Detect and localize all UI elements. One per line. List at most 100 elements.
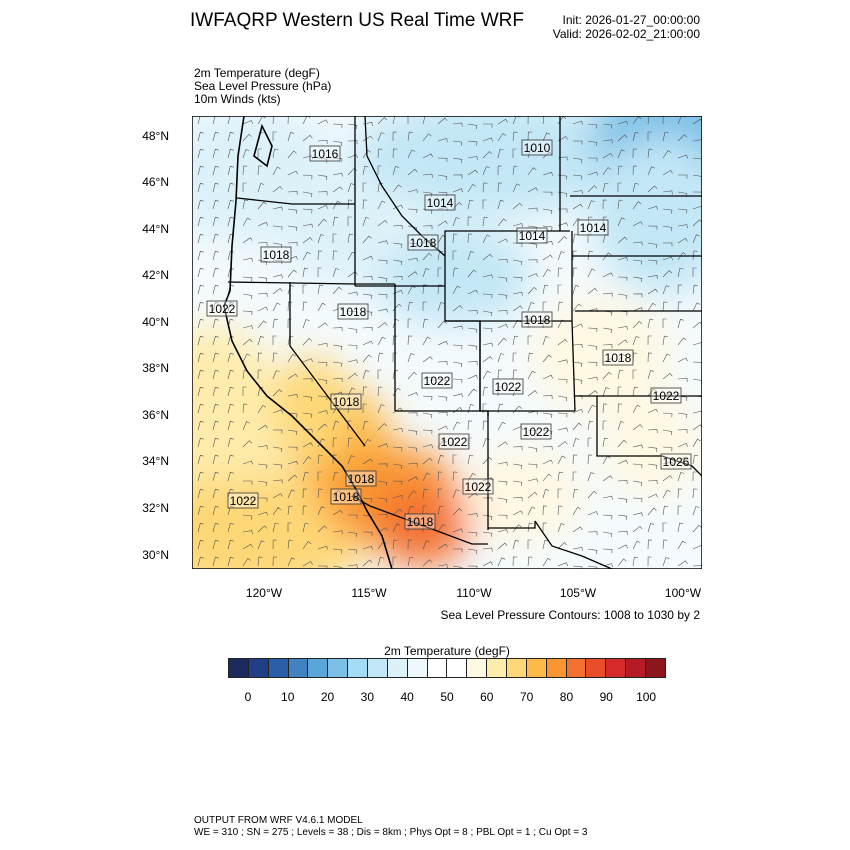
wind-barb xyxy=(662,429,673,436)
wind-barb xyxy=(302,237,313,244)
wind-barb xyxy=(272,225,283,231)
wind-barb xyxy=(527,242,538,249)
contour-label-box xyxy=(650,387,682,404)
contour-label: 1016 xyxy=(312,147,339,161)
wind-barb xyxy=(527,207,538,212)
wind-barb xyxy=(362,403,367,414)
contour-label: 1018 xyxy=(524,313,551,327)
wind-barb xyxy=(542,241,553,245)
wind-barb xyxy=(632,259,643,265)
wind-barb xyxy=(542,539,549,550)
wind-barb xyxy=(242,514,253,520)
wind-barb xyxy=(347,291,358,296)
wind-barb xyxy=(197,165,204,176)
wind-barb xyxy=(497,293,508,300)
wind-barb xyxy=(587,548,598,555)
wind-barb xyxy=(617,514,628,520)
wind-barb xyxy=(482,137,493,142)
wind-barb xyxy=(332,405,342,414)
wind-barb xyxy=(212,522,219,533)
wind-barb xyxy=(212,420,219,431)
wind-barb xyxy=(257,497,268,502)
wind-barb xyxy=(617,558,627,567)
wind-barb xyxy=(482,561,493,567)
wind-barb xyxy=(542,254,553,261)
wind-barb xyxy=(587,404,596,414)
wind-barb xyxy=(452,421,461,431)
wind-barb xyxy=(647,302,656,312)
wind-barb xyxy=(467,454,474,465)
wind-barb xyxy=(467,183,476,193)
wind-barb xyxy=(287,225,298,231)
wind-barb xyxy=(557,251,565,261)
colorbar-swatch xyxy=(288,659,309,677)
wind-barb xyxy=(497,199,504,210)
wind-barb xyxy=(542,374,553,380)
wind-barb xyxy=(632,480,643,487)
lat-label: 34°N xyxy=(142,454,169,468)
wind-barb xyxy=(212,199,219,210)
wind-barb xyxy=(302,337,312,346)
wind-barb xyxy=(347,327,358,334)
wind-barb xyxy=(257,242,268,247)
wind-barb xyxy=(377,513,388,518)
wind-barb xyxy=(197,369,204,380)
wind-barb xyxy=(242,325,253,330)
lat-label: 48°N xyxy=(142,129,169,143)
wind-barb xyxy=(572,408,583,414)
wind-barb xyxy=(482,182,488,193)
wind-barb xyxy=(362,370,370,380)
wind-barb xyxy=(362,255,373,261)
wind-barb xyxy=(227,556,234,567)
colorbar-label: 10 xyxy=(281,690,295,704)
wind-barb xyxy=(587,376,598,381)
wind-barb xyxy=(197,403,204,414)
wind-barb xyxy=(467,420,473,431)
wind-barb xyxy=(332,157,343,163)
wind-barb xyxy=(242,497,253,504)
colorbar-swatch xyxy=(606,659,627,677)
wind-barb xyxy=(632,497,643,503)
footer-config: WE = 310 ; SN = 275 ; Levels = 38 ; Dis … xyxy=(194,827,588,838)
wind-barb xyxy=(362,420,369,431)
wind-barb xyxy=(482,342,493,347)
wind-barb xyxy=(437,505,444,516)
wind-barb xyxy=(422,412,433,419)
wind-barb xyxy=(692,250,698,261)
wind-barb xyxy=(587,472,595,482)
wind-barb xyxy=(212,386,219,397)
wind-barb xyxy=(647,507,657,516)
wind-barb xyxy=(242,120,253,125)
wind-barb xyxy=(512,131,518,142)
wind-barb xyxy=(692,524,702,533)
wind-barb xyxy=(527,286,537,295)
wind-barb xyxy=(617,165,623,176)
wind-barb xyxy=(407,505,414,516)
wind-barb xyxy=(662,116,664,125)
wind-barb xyxy=(287,353,296,363)
wind-barb xyxy=(332,140,343,147)
wind-barb xyxy=(437,284,443,295)
wind-barb xyxy=(347,494,358,499)
wind-barb xyxy=(647,493,658,499)
wind-barb xyxy=(272,259,283,265)
wind-barb xyxy=(437,488,442,499)
wind-barb xyxy=(227,352,234,363)
wind-barb xyxy=(647,335,652,346)
contour-label: 1018 xyxy=(333,490,360,504)
wind-barb xyxy=(362,479,373,484)
wind-barb xyxy=(647,225,658,230)
wind-barb xyxy=(362,235,372,244)
wind-barb xyxy=(377,497,388,503)
wind-barb xyxy=(512,539,519,550)
wind-barb xyxy=(632,424,643,431)
wind-barb xyxy=(497,461,508,466)
colorbar xyxy=(228,658,666,678)
wind-barb xyxy=(662,372,673,380)
colorbar-swatch xyxy=(526,659,547,677)
wind-barb xyxy=(212,301,219,312)
contour-label-box xyxy=(330,393,362,410)
wind-barb xyxy=(572,361,583,367)
wind-barb xyxy=(377,276,388,283)
wind-barb xyxy=(347,455,355,465)
